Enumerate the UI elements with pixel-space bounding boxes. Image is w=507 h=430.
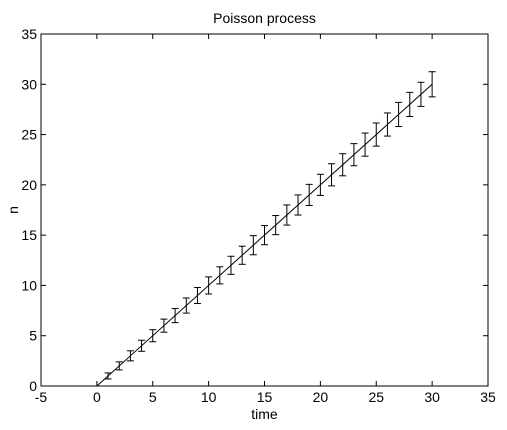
- error-bar: [115, 361, 123, 371]
- error-bar: [294, 194, 302, 216]
- error-bar: [261, 225, 268, 246]
- error-bar: [216, 266, 224, 285]
- error-bar: [249, 235, 257, 256]
- x-tick-label: 5: [149, 389, 157, 405]
- y-tick-label: 35: [21, 26, 37, 42]
- error-bar: [238, 245, 246, 265]
- y-tick-label: 5: [29, 328, 37, 344]
- error-bar: [383, 112, 391, 137]
- error-bar: [372, 122, 380, 147]
- error-bar: [361, 132, 369, 157]
- y-tick-label: 0: [29, 378, 37, 394]
- y-tick-label: 25: [21, 127, 37, 143]
- error-bar: [428, 71, 436, 98]
- chart-title: Poisson process: [213, 10, 316, 26]
- error-bar: [138, 339, 146, 352]
- error-bar: [149, 329, 157, 343]
- y-tick-label: 20: [21, 177, 37, 193]
- error-bar: [205, 276, 213, 295]
- x-tick-label: 35: [480, 389, 496, 405]
- x-tick-label: -5: [35, 389, 48, 405]
- error-bar: [160, 318, 168, 333]
- error-bar: [104, 372, 112, 380]
- x-tick-label: 20: [313, 389, 329, 405]
- x-tick-label: 25: [368, 389, 384, 405]
- error-bar: [406, 91, 414, 117]
- x-tick-label: 0: [93, 389, 101, 405]
- error-bar: [316, 173, 324, 196]
- x-tick-label: 30: [424, 389, 440, 405]
- error-bar: [171, 308, 179, 324]
- error-bar: [339, 153, 347, 177]
- errorbar-group: [104, 71, 436, 380]
- error-bar: [272, 215, 280, 236]
- error-bar: [350, 143, 358, 167]
- y-axis-label: n: [5, 206, 21, 214]
- x-tick-label: 15: [257, 389, 273, 405]
- y-tick-label: 10: [21, 277, 37, 293]
- error-bar: [126, 350, 134, 362]
- x-axis-ticks: -5 0 5 10 15 20 25 30 35: [35, 34, 496, 405]
- error-bar: [417, 81, 425, 107]
- error-bar: [283, 204, 291, 226]
- y-tick-label: 15: [21, 227, 37, 243]
- y-tick-label: 30: [21, 76, 37, 92]
- y-axis-ticks: 0 5 10 15 20 25 30 35: [21, 26, 488, 394]
- error-bar: [395, 101, 403, 128]
- x-tick-label: 10: [201, 389, 217, 405]
- error-bar: [227, 255, 235, 275]
- error-bar: [182, 297, 190, 314]
- error-bar: [193, 286, 201, 305]
- x-axis-label: time: [251, 406, 278, 422]
- error-bar: [305, 183, 313, 206]
- error-bar: [328, 163, 336, 187]
